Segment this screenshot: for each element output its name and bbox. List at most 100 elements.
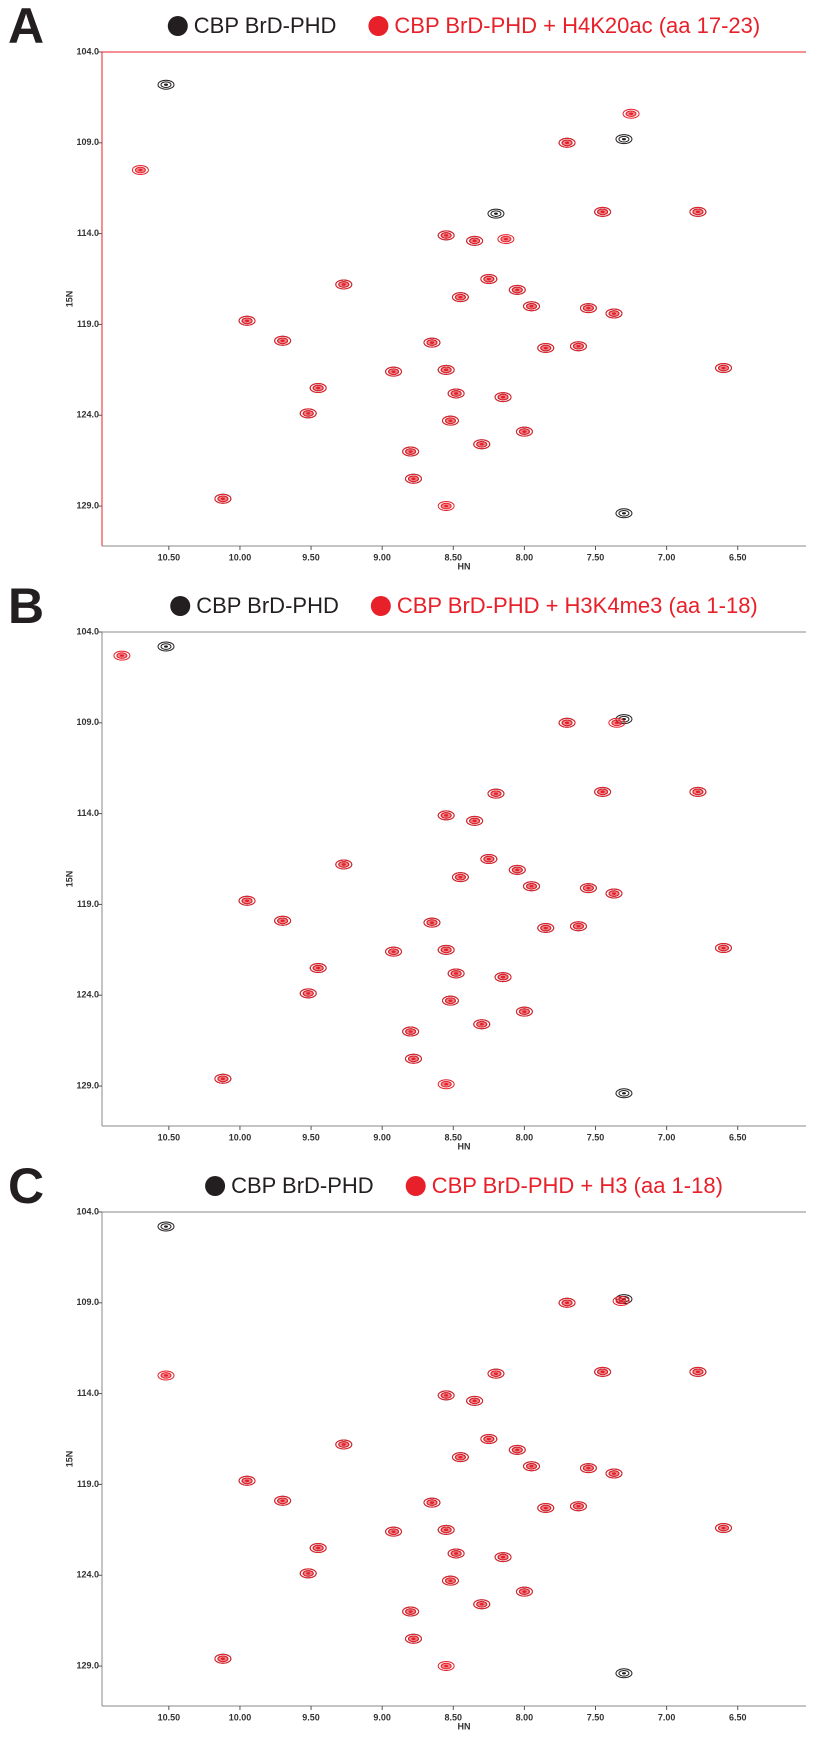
contour bbox=[458, 295, 463, 299]
peak bbox=[299, 408, 317, 419]
contour bbox=[404, 473, 422, 484]
peak bbox=[335, 279, 353, 290]
peak bbox=[569, 1501, 587, 1512]
peak bbox=[605, 1468, 623, 1479]
y-tick-label: 114.0 bbox=[77, 228, 99, 238]
peak bbox=[385, 1526, 403, 1537]
peak bbox=[238, 895, 256, 906]
contour bbox=[444, 368, 449, 372]
contour bbox=[576, 1505, 581, 1508]
peak bbox=[615, 508, 633, 519]
contour bbox=[299, 988, 317, 999]
contour bbox=[486, 1437, 491, 1441]
contour bbox=[429, 341, 434, 344]
contour bbox=[309, 1542, 327, 1553]
contour bbox=[558, 1297, 576, 1308]
peak bbox=[558, 717, 576, 728]
x-tick-label: 9.00 bbox=[373, 552, 391, 562]
contour bbox=[437, 364, 455, 375]
contour bbox=[695, 210, 700, 214]
contour bbox=[576, 925, 581, 928]
peak bbox=[480, 1434, 498, 1445]
contour bbox=[451, 292, 469, 303]
peak bbox=[497, 234, 515, 245]
contour bbox=[586, 886, 591, 890]
contour bbox=[480, 1434, 498, 1445]
x-tick-label: 9.50 bbox=[302, 1712, 320, 1722]
legend-marker bbox=[370, 596, 391, 616]
contour bbox=[164, 645, 168, 648]
peak bbox=[466, 235, 484, 246]
x-tick-label: 7.50 bbox=[587, 1132, 605, 1142]
contour bbox=[238, 315, 256, 326]
contour bbox=[480, 854, 498, 865]
contour bbox=[486, 857, 491, 861]
contour bbox=[501, 975, 506, 979]
peak bbox=[309, 962, 327, 973]
contour bbox=[569, 1501, 587, 1512]
contour bbox=[341, 283, 346, 286]
contour bbox=[309, 382, 327, 393]
contour bbox=[576, 345, 581, 348]
peak bbox=[157, 79, 175, 90]
peak bbox=[715, 1523, 733, 1534]
contour bbox=[404, 1053, 422, 1064]
contour bbox=[157, 79, 175, 90]
contour bbox=[411, 477, 416, 481]
peak bbox=[385, 946, 403, 957]
contour bbox=[458, 875, 463, 879]
contour bbox=[160, 1223, 172, 1230]
peak bbox=[404, 473, 422, 484]
peak bbox=[274, 915, 292, 926]
x-tick-label: 8.50 bbox=[445, 1132, 463, 1142]
contour bbox=[615, 508, 633, 519]
contour bbox=[160, 81, 172, 88]
peak bbox=[238, 1475, 256, 1486]
contour bbox=[605, 308, 623, 319]
peak bbox=[494, 392, 512, 403]
contour bbox=[341, 1443, 346, 1446]
contour bbox=[618, 1090, 630, 1097]
contour bbox=[508, 864, 526, 875]
contour bbox=[494, 1552, 512, 1563]
legend: CBP BrD-PHD CBP BrD-PHD + H3K4me3 (aa 1-1… bbox=[170, 593, 758, 618]
contour bbox=[309, 962, 327, 973]
contour bbox=[486, 277, 491, 281]
peak bbox=[402, 1606, 420, 1617]
contour bbox=[473, 439, 491, 450]
panel: A CBP BrD-PHD CBP BrD-PHD + H4K20ac (aa 17… bbox=[8, 0, 806, 571]
peak bbox=[537, 1503, 555, 1514]
contour bbox=[721, 946, 726, 950]
contour bbox=[558, 717, 576, 728]
peak bbox=[437, 810, 455, 821]
contour bbox=[618, 715, 630, 723]
x-tick-label: 7.00 bbox=[658, 1712, 676, 1722]
peak bbox=[615, 134, 633, 145]
contour bbox=[429, 921, 434, 924]
contour bbox=[454, 392, 459, 395]
contour bbox=[437, 944, 455, 955]
y-tick-label: 114.0 bbox=[77, 1388, 99, 1398]
contour bbox=[487, 1368, 505, 1379]
contour bbox=[280, 919, 285, 922]
peak bbox=[615, 1668, 633, 1679]
peak bbox=[437, 364, 455, 375]
contour bbox=[447, 388, 465, 399]
contour bbox=[503, 237, 508, 241]
contour bbox=[537, 1503, 555, 1514]
peak bbox=[437, 1079, 455, 1090]
contour bbox=[522, 1590, 527, 1593]
contour bbox=[490, 210, 502, 217]
peak bbox=[238, 315, 256, 326]
contour bbox=[612, 1295, 630, 1306]
contour bbox=[695, 790, 700, 794]
y-tick-label: 104.0 bbox=[76, 1206, 99, 1216]
contour bbox=[618, 135, 630, 143]
peak bbox=[537, 923, 555, 934]
x-tick-label: 6.50 bbox=[729, 1132, 747, 1142]
peak bbox=[569, 341, 587, 352]
contour bbox=[612, 312, 616, 315]
contour bbox=[695, 1370, 700, 1374]
contour bbox=[274, 335, 292, 346]
contour bbox=[437, 810, 455, 821]
